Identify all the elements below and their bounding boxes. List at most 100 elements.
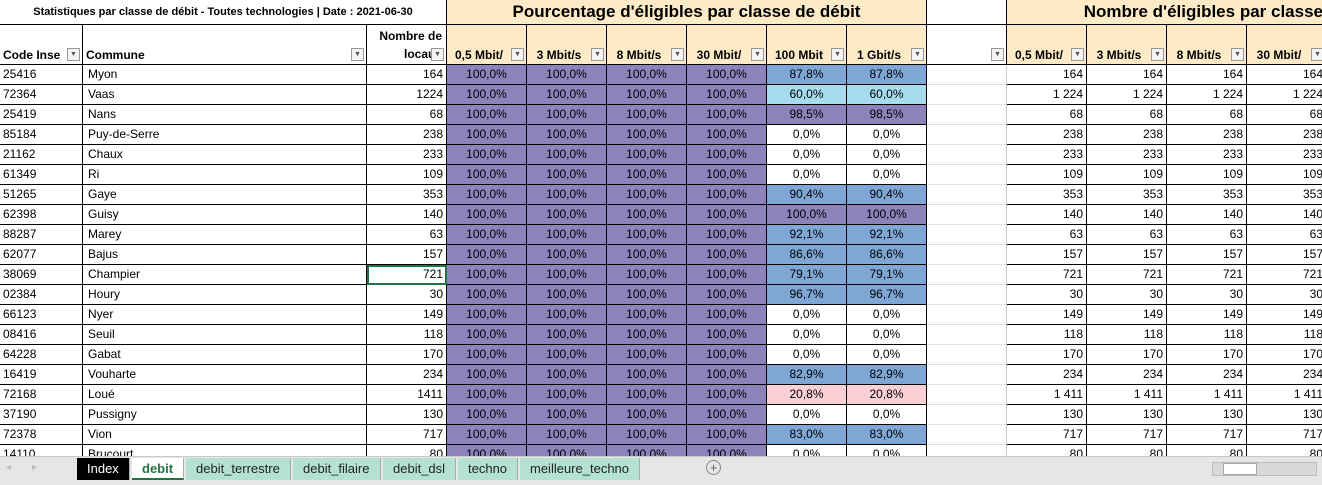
row-count[interactable]: 118 (1247, 325, 1322, 345)
row-code[interactable]: 85184 (0, 125, 83, 145)
add-sheet-icon[interactable]: + (706, 460, 721, 475)
row-pct[interactable]: 20,8% (847, 385, 927, 405)
row-pct[interactable]: 100,0% (447, 425, 527, 445)
col-header-pct[interactable]: 1 Gbit/s ▼ (847, 25, 927, 65)
row-blank[interactable] (927, 105, 1007, 125)
row-commune[interactable]: Guisy (83, 205, 367, 225)
filter-dropdown-icon[interactable]: ▼ (751, 48, 764, 61)
row-count[interactable]: 164 (1247, 65, 1322, 85)
row-blank[interactable] (927, 305, 1007, 325)
row-locaux[interactable]: 68 (367, 105, 447, 125)
row-pct[interactable]: 92,1% (847, 225, 927, 245)
row-pct[interactable]: 100,0% (447, 65, 527, 85)
row-pct[interactable]: 83,0% (847, 425, 927, 445)
row-pct[interactable]: 100,0% (527, 265, 607, 285)
row-pct[interactable]: 100,0% (447, 225, 527, 245)
row-pct[interactable]: 79,1% (767, 265, 847, 285)
row-pct[interactable]: 100,0% (447, 325, 527, 345)
row-commune[interactable]: Chaux (83, 145, 367, 165)
row-count[interactable]: 149 (1087, 305, 1167, 325)
row-code[interactable]: 62398 (0, 205, 83, 225)
row-pct[interactable]: 100,0% (687, 145, 767, 165)
filter-dropdown-icon[interactable]: ▼ (831, 48, 844, 61)
row-blank[interactable] (927, 345, 1007, 365)
row-commune[interactable]: Puy-de-Serre (83, 125, 367, 145)
row-pct[interactable]: 100,0% (447, 405, 527, 425)
row-commune[interactable]: Nyer (83, 305, 367, 325)
row-pct[interactable]: 100,0% (607, 165, 687, 185)
row-pct[interactable]: 100,0% (447, 345, 527, 365)
row-count[interactable]: 63 (1087, 225, 1167, 245)
row-blank[interactable] (927, 225, 1007, 245)
row-blank[interactable] (927, 205, 1007, 225)
row-count[interactable]: 1 224 (1167, 85, 1247, 105)
row-blank[interactable] (927, 165, 1007, 185)
row-count[interactable]: 170 (1247, 345, 1322, 365)
row-commune[interactable]: Gabat (83, 345, 367, 365)
row-pct[interactable]: 100,0% (687, 65, 767, 85)
row-pct[interactable]: 0,0% (847, 325, 927, 345)
row-pct[interactable]: 100,0% (447, 145, 527, 165)
row-count[interactable]: 170 (1087, 345, 1167, 365)
row-pct[interactable]: 0,0% (767, 125, 847, 145)
row-pct[interactable]: 100,0% (527, 185, 607, 205)
row-blank[interactable] (927, 265, 1007, 285)
row-code[interactable]: 72168 (0, 385, 83, 405)
row-pct[interactable]: 100,0% (687, 245, 767, 265)
filter-dropdown-icon[interactable]: ▼ (1151, 48, 1164, 61)
row-pct[interactable]: 98,5% (767, 105, 847, 125)
row-pct[interactable]: 100,0% (607, 185, 687, 205)
row-pct[interactable]: 100,0% (447, 125, 527, 145)
row-pct[interactable]: 0,0% (767, 405, 847, 425)
row-blank[interactable] (927, 85, 1007, 105)
row-count[interactable]: 353 (1007, 185, 1087, 205)
sheet-tab-debit-filaire[interactable]: debit_filaire (293, 458, 381, 480)
row-pct[interactable]: 100,0% (527, 345, 607, 365)
row-pct[interactable]: 100,0% (527, 105, 607, 125)
row-pct[interactable]: 86,6% (847, 245, 927, 265)
filter-dropdown-icon[interactable]: ▼ (1231, 48, 1244, 61)
h-scrollbar[interactable] (1212, 462, 1317, 476)
row-pct[interactable]: 0,0% (847, 165, 927, 185)
col-header-pct[interactable]: 8 Mbit/s ▼ (607, 25, 687, 65)
row-pct[interactable]: 100,0% (687, 325, 767, 345)
row-pct[interactable]: 100,0% (527, 205, 607, 225)
row-code[interactable]: 16419 (0, 365, 83, 385)
row-count[interactable]: 234 (1007, 365, 1087, 385)
row-pct[interactable]: 98,5% (847, 105, 927, 125)
row-pct[interactable]: 100,0% (607, 105, 687, 125)
row-blank[interactable] (927, 185, 1007, 205)
sheet-tab-index[interactable]: Index (77, 458, 130, 480)
row-commune[interactable]: Loué (83, 385, 367, 405)
row-blank[interactable] (927, 145, 1007, 165)
row-commune[interactable]: Seuil (83, 325, 367, 345)
row-blank[interactable] (927, 325, 1007, 345)
row-pct[interactable]: 79,1% (847, 265, 927, 285)
row-count[interactable]: 164 (1087, 65, 1167, 85)
row-pct[interactable]: 100,0% (527, 145, 607, 165)
row-blank[interactable] (927, 405, 1007, 425)
row-count[interactable]: 130 (1167, 405, 1247, 425)
row-count[interactable]: 233 (1167, 145, 1247, 165)
row-count[interactable]: 1 224 (1007, 85, 1087, 105)
row-pct[interactable]: 87,8% (767, 65, 847, 85)
row-count[interactable]: 80 (1167, 445, 1247, 456)
row-code[interactable]: 25419 (0, 105, 83, 125)
row-pct[interactable]: 100,0% (607, 405, 687, 425)
row-count[interactable]: 118 (1007, 325, 1087, 345)
row-pct[interactable]: 100,0% (767, 205, 847, 225)
row-pct[interactable]: 100,0% (687, 305, 767, 325)
col-header-code[interactable]: Code Inse ▼ (0, 25, 83, 65)
row-count[interactable]: 721 (1167, 265, 1247, 285)
row-commune[interactable]: Myon (83, 65, 367, 85)
filter-dropdown-icon[interactable]: ▼ (671, 48, 684, 61)
row-commune[interactable]: Bajus (83, 245, 367, 265)
row-pct[interactable]: 0,0% (847, 125, 927, 145)
row-pct[interactable]: 100,0% (607, 265, 687, 285)
row-code[interactable]: 61349 (0, 165, 83, 185)
row-commune[interactable]: Brucourt (83, 445, 367, 456)
row-count[interactable]: 1 411 (1007, 385, 1087, 405)
row-code[interactable]: 08416 (0, 325, 83, 345)
col-header-count[interactable]: 0,5 Mbit/▼ (1007, 25, 1087, 65)
row-count[interactable]: 353 (1087, 185, 1167, 205)
